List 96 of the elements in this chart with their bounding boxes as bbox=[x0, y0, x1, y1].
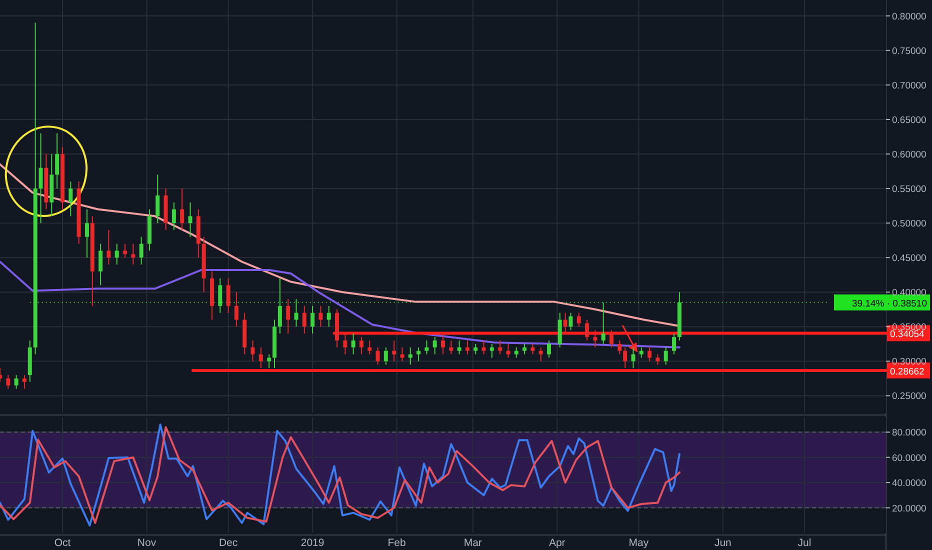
candlestick bbox=[664, 346, 668, 366]
y-tick-label: 0.25000 bbox=[892, 391, 926, 402]
candlestick bbox=[368, 340, 372, 355]
candlestick bbox=[172, 202, 176, 230]
x-tick-label: Nov bbox=[137, 537, 157, 549]
x-tick-label: Jun bbox=[714, 537, 732, 549]
candlestick bbox=[568, 312, 573, 331]
candlestick bbox=[424, 340, 429, 355]
y-tick-label: 0.80000 bbox=[892, 11, 926, 22]
candlestick bbox=[218, 278, 222, 314]
candlestick bbox=[258, 346, 263, 369]
candlestick bbox=[474, 343, 478, 355]
candlestick bbox=[310, 305, 315, 334]
candlestick bbox=[465, 340, 470, 355]
candlestick bbox=[672, 333, 676, 355]
y-tick-label: 0.60000 bbox=[892, 150, 926, 161]
ref-line-label: 39.14% · 0.38510 bbox=[852, 298, 927, 310]
y-tick-label: 0.75000 bbox=[892, 46, 926, 57]
x-tick-label: Feb bbox=[388, 537, 406, 549]
candlestick bbox=[482, 340, 486, 355]
candlestick bbox=[623, 346, 628, 369]
y-tick-label: 20.0000 bbox=[892, 503, 926, 514]
x-tick-label: May bbox=[628, 537, 650, 549]
candlestick bbox=[278, 278, 282, 334]
y-tick-label: 80.0000 bbox=[892, 428, 926, 439]
x-tick-label: 2019 bbox=[300, 537, 324, 549]
candlestick bbox=[563, 312, 568, 334]
x-tick-label: Apr bbox=[548, 537, 566, 549]
candlestick bbox=[631, 346, 636, 369]
candlestick bbox=[618, 340, 622, 355]
candlestick bbox=[318, 305, 323, 328]
candlestick bbox=[648, 346, 652, 362]
candlestick bbox=[180, 188, 184, 230]
candlestick bbox=[139, 236, 144, 266]
candlestick bbox=[530, 343, 535, 355]
candlestick bbox=[514, 346, 518, 358]
candlestick bbox=[457, 340, 462, 355]
candlestick bbox=[114, 243, 119, 266]
line-series bbox=[0, 260, 680, 348]
candlestick bbox=[441, 333, 445, 355]
candlestick bbox=[106, 229, 111, 266]
candlestick bbox=[449, 340, 454, 355]
candlestick bbox=[68, 181, 73, 217]
candlestick bbox=[538, 346, 543, 362]
candlestick bbox=[38, 132, 43, 224]
candlestick bbox=[384, 346, 388, 366]
candlestick bbox=[188, 202, 192, 238]
y-tick-label: 0.55000 bbox=[892, 184, 926, 196]
series-label: 0.28662 bbox=[890, 366, 924, 378]
candlestick bbox=[343, 333, 348, 355]
candlestick bbox=[156, 174, 160, 224]
candlestick bbox=[506, 343, 510, 358]
candlestick bbox=[302, 305, 306, 334]
candlestick bbox=[392, 340, 396, 362]
candlestick bbox=[84, 208, 89, 258]
candlestick bbox=[416, 346, 421, 362]
candlestick bbox=[14, 374, 18, 390]
candlestick bbox=[359, 336, 364, 355]
candlestick bbox=[226, 278, 230, 314]
y-tick-label: 60.0000 bbox=[892, 452, 926, 464]
candlestick bbox=[432, 336, 437, 355]
x-tick-label: Jul bbox=[798, 537, 812, 549]
candlestick bbox=[522, 343, 527, 355]
x-tick-label: Oct bbox=[54, 537, 71, 549]
candlestick bbox=[610, 330, 614, 348]
candlestick bbox=[123, 243, 128, 258]
x-tick-label: Mar bbox=[464, 537, 482, 549]
x-tick-label: Dec bbox=[218, 537, 238, 549]
y-tick-label: 0.65000 bbox=[892, 114, 926, 126]
candlestick bbox=[326, 305, 331, 328]
candlestick bbox=[294, 298, 298, 328]
y-tick-label: 0.50000 bbox=[892, 218, 926, 230]
y-tick-label: 0.70000 bbox=[892, 80, 926, 92]
candlestick bbox=[286, 298, 290, 334]
candlestick bbox=[267, 354, 272, 369]
candlestick bbox=[376, 346, 380, 366]
candlestick bbox=[576, 312, 581, 328]
candlestick bbox=[656, 354, 660, 366]
candlestick bbox=[490, 343, 494, 358]
candlestick bbox=[131, 243, 136, 266]
candlestick bbox=[601, 302, 606, 344]
candlestick bbox=[55, 132, 60, 190]
candlestick bbox=[6, 374, 10, 390]
candlestick bbox=[593, 330, 598, 348]
candlestick bbox=[98, 243, 103, 286]
candlestick bbox=[546, 340, 551, 358]
candlestick bbox=[250, 340, 255, 362]
candlestick bbox=[234, 292, 238, 328]
candlestick bbox=[351, 333, 356, 355]
candlestick bbox=[22, 374, 26, 390]
candlestick bbox=[498, 340, 502, 355]
y-tick-label: 0.30000 bbox=[892, 356, 926, 368]
y-tick-label: 40.0000 bbox=[892, 478, 926, 490]
candlestick bbox=[639, 346, 644, 358]
candlestick bbox=[585, 319, 590, 341]
y-tick-label: 0.45000 bbox=[892, 253, 926, 264]
